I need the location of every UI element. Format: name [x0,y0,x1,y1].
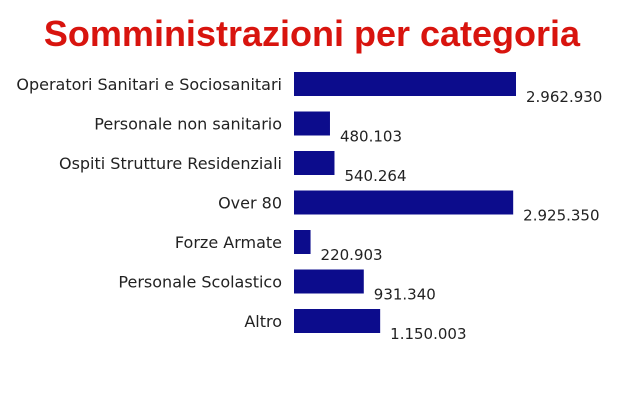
category-label: Personale non sanitario [94,115,282,134]
bar [294,230,311,254]
category-label: Over 80 [218,194,282,213]
chart-title: Somministrazioni per categoria [43,13,581,54]
bar [294,151,335,175]
bars [294,72,516,333]
value-label: 540.264 [344,167,406,185]
value-label: 2.925.350 [523,207,599,225]
category-label: Operatori Sanitari e Sociosanitari [16,75,282,94]
category-labels: Operatori Sanitari e Sociosanitari Person… [16,75,282,331]
bar [294,111,330,136]
bar [294,269,364,294]
category-label: Ospiti Strutture Residenziali [59,154,282,173]
category-label: Personale Scolastico [118,273,282,292]
bar [294,309,381,333]
value-label: 931.340 [374,286,436,304]
value-label: 2.962.930 [526,88,602,106]
category-label: Altro [244,312,282,331]
category-label: Forze Armate [175,233,282,252]
bar [294,190,514,215]
bar [294,72,516,96]
value-label: 480.103 [340,128,402,146]
value-label: 1.150.003 [390,325,466,343]
value-label: 220.903 [321,246,383,264]
value-labels: 2.962.930 480.103 540.264 2.925.350 220.903 9… [321,88,603,343]
